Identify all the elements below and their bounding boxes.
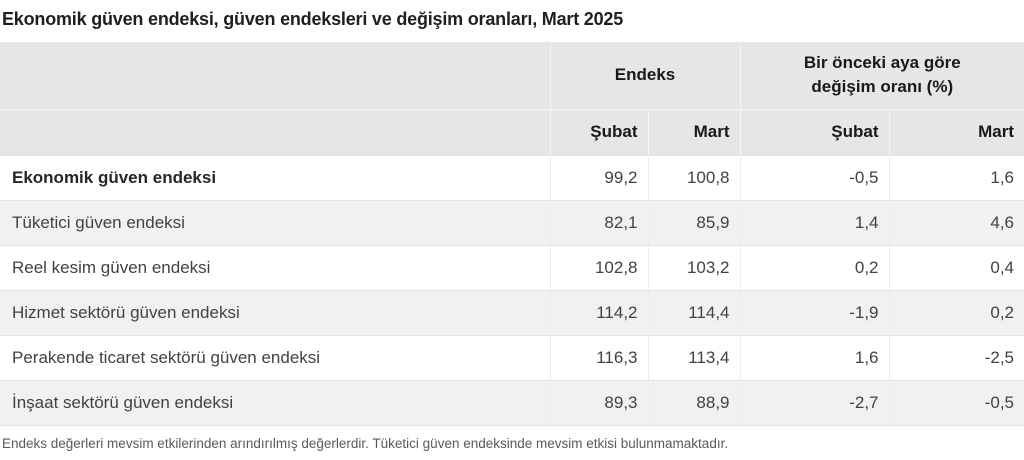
row-label: Perakende ticaret sektörü güven endeksi xyxy=(0,334,550,380)
page-title: Ekonomik güven endeksi, güven endeksleri… xyxy=(2,9,624,29)
confidence-index-table: Endeks Bir önceki aya göre değişim oranı… xyxy=(0,42,1024,426)
column-header-change-mart: Mart xyxy=(888,108,1024,155)
table-corner-cell xyxy=(0,42,550,109)
value-cell: 114,4 xyxy=(647,289,741,335)
column-header-endeks-mart: Mart xyxy=(647,108,741,155)
value-cell: 0,4 xyxy=(888,244,1024,290)
table-row: İnşaat sektörü güven endeksi 89,3 88,9 -… xyxy=(0,379,1024,426)
value-cell: 100,8 xyxy=(647,154,741,200)
value-cell: 1,6 xyxy=(739,334,890,380)
value-cell: 99,2 xyxy=(549,154,648,200)
column-header-endeks-subat: Şubat xyxy=(549,108,648,155)
column-group-endeks: Endeks xyxy=(549,42,741,109)
value-cell: 1,6 xyxy=(888,154,1024,200)
row-label: Tüketici güven endeksi xyxy=(0,199,550,245)
header-group-row: Endeks Bir önceki aya göre değişim oranı… xyxy=(0,42,1024,109)
value-cell: 88,9 xyxy=(647,379,741,426)
value-cell: 89,3 xyxy=(549,379,648,426)
table-row: Reel kesim güven endeksi 102,8 103,2 0,2… xyxy=(0,244,1024,290)
row-label: Ekonomik güven endeksi xyxy=(0,154,550,200)
header-sub-row: Şubat Mart Şubat Mart xyxy=(0,108,1024,155)
table-row: Ekonomik güven endeksi 99,2 100,8 -0,5 1… xyxy=(0,154,1024,200)
table-corner-cell xyxy=(0,108,550,155)
value-cell: 103,2 xyxy=(647,244,741,290)
table-row: Tüketici güven endeksi 82,1 85,9 1,4 4,6 xyxy=(0,199,1024,245)
table-header: Endeks Bir önceki aya göre değişim oranı… xyxy=(0,42,1024,155)
row-label: İnşaat sektörü güven endeksi xyxy=(0,379,550,426)
value-cell: 114,2 xyxy=(549,289,648,335)
table-row: Perakende ticaret sektörü güven endeksi … xyxy=(0,334,1024,380)
value-cell: 82,1 xyxy=(549,199,648,245)
table-body: Ekonomik güven endeksi 99,2 100,8 -0,5 1… xyxy=(0,154,1024,426)
value-cell: 1,4 xyxy=(739,199,890,245)
row-label: Reel kesim güven endeksi xyxy=(0,244,550,290)
value-cell: 0,2 xyxy=(888,289,1024,335)
row-label: Hizmet sektörü güven endeksi xyxy=(0,289,550,335)
value-cell: -1,9 xyxy=(739,289,890,335)
value-cell: -0,5 xyxy=(888,379,1024,426)
table-row: Hizmet sektörü güven endeksi 114,2 114,4… xyxy=(0,289,1024,335)
value-cell: 116,3 xyxy=(549,334,648,380)
value-cell: 102,8 xyxy=(549,244,648,290)
column-group-change-rate: Bir önceki aya göre değişim oranı (%) xyxy=(739,42,1024,109)
value-cell: 85,9 xyxy=(647,199,741,245)
value-cell: -2,7 xyxy=(739,379,890,426)
value-cell: 0,2 xyxy=(739,244,890,290)
value-cell: 4,6 xyxy=(888,199,1024,245)
footnote: Endeks değerleri mevsim etkilerinden arı… xyxy=(2,435,729,451)
value-cell: -0,5 xyxy=(739,154,890,200)
value-cell: 113,4 xyxy=(647,334,741,380)
value-cell: -2,5 xyxy=(888,334,1024,380)
column-header-change-subat: Şubat xyxy=(739,108,890,155)
